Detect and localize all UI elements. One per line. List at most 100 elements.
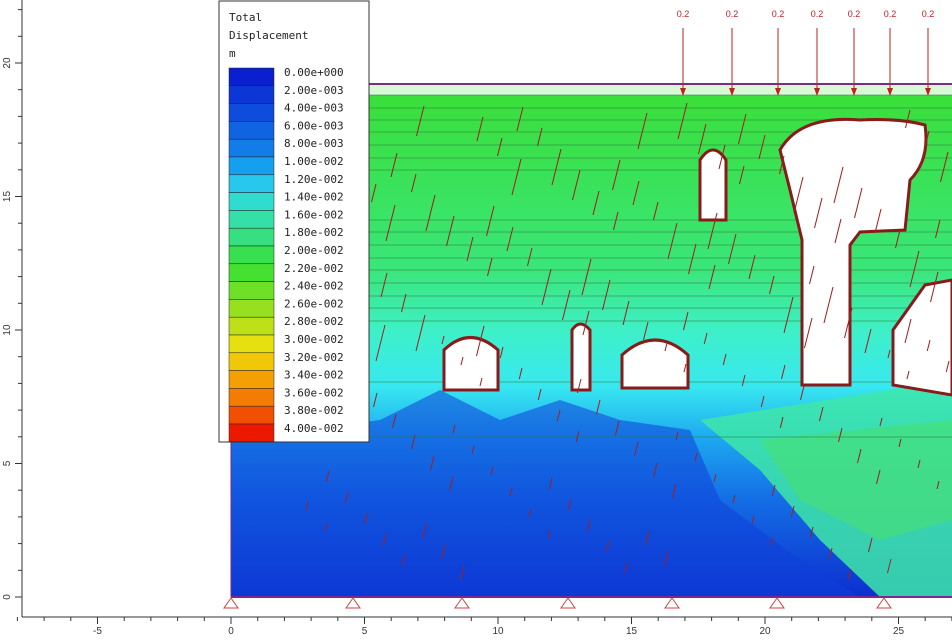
vector	[506, 226, 514, 252]
vector	[622, 300, 630, 326]
vector	[834, 218, 842, 244]
vector	[854, 187, 863, 219]
vector	[460, 565, 465, 581]
vector	[476, 116, 484, 142]
vector	[936, 480, 940, 490]
support	[454, 597, 470, 609]
vector	[449, 476, 454, 492]
load-head	[775, 88, 781, 96]
legend-label: 1.00e-002	[284, 155, 344, 168]
vector	[906, 370, 910, 380]
vector	[411, 434, 416, 450]
x-tick-label: 0	[228, 626, 234, 637]
vector	[632, 180, 640, 206]
load-head	[814, 88, 820, 96]
vector	[586, 519, 591, 532]
load-head	[925, 88, 931, 96]
vector	[537, 388, 542, 401]
vector	[879, 417, 883, 427]
vector	[382, 533, 387, 546]
load-label: 0.2	[726, 9, 739, 19]
vector	[380, 272, 388, 298]
vector	[760, 395, 765, 408]
vector	[324, 522, 328, 532]
vector	[422, 523, 427, 539]
openings	[442, 117, 952, 397]
vector	[887, 558, 892, 574]
vector	[416, 105, 425, 137]
legend-swatch	[228, 370, 275, 389]
vector	[411, 173, 417, 193]
load-label: 0.2	[884, 9, 897, 19]
legend-label: 3.20e-002	[284, 351, 344, 364]
loads: 0.2 0.2 0.2 0.2 0.2 0.2 0.2	[677, 9, 934, 96]
x-tick-label: 5	[362, 626, 368, 637]
vector	[487, 257, 493, 277]
y-tick-label: 15	[2, 191, 13, 203]
legend-swatch	[228, 423, 275, 443]
vector	[904, 318, 912, 344]
vector	[592, 190, 600, 216]
vector	[809, 265, 815, 285]
vector	[425, 194, 436, 232]
x-tick-label: 20	[759, 626, 771, 637]
vector	[769, 275, 775, 295]
vector	[541, 268, 552, 306]
vector	[430, 455, 435, 471]
vector	[876, 469, 881, 485]
vector	[305, 501, 309, 511]
load-head	[729, 88, 735, 96]
vector	[707, 212, 718, 250]
vector	[441, 544, 446, 560]
vector	[672, 483, 677, 499]
vector	[375, 324, 386, 362]
vector	[857, 448, 862, 464]
vector	[452, 424, 456, 434]
legend-swatch	[228, 192, 275, 211]
legend-label: 4.00e-002	[284, 422, 344, 435]
vector	[809, 526, 814, 539]
vector	[683, 363, 687, 373]
vector	[864, 328, 872, 354]
support	[876, 597, 892, 609]
vector	[793, 176, 804, 214]
vector	[516, 106, 524, 132]
vector	[401, 554, 406, 567]
vector	[479, 377, 483, 387]
load-label: 0.2	[848, 9, 861, 19]
legend-swatch	[228, 121, 275, 140]
vector	[476, 325, 485, 357]
legend-swatch	[228, 174, 275, 193]
legend-title: Total	[229, 11, 262, 24]
legend-label: 1.60e-002	[284, 208, 344, 221]
vector	[741, 374, 746, 387]
vector	[325, 470, 330, 483]
vector	[781, 364, 786, 380]
vector	[344, 491, 349, 504]
vector	[518, 367, 523, 380]
y-tick-label: 20	[2, 57, 13, 69]
vector	[575, 430, 580, 443]
legend-label: 1.40e-002	[284, 191, 344, 204]
vector	[537, 127, 543, 147]
vector	[602, 279, 611, 311]
vector	[460, 356, 464, 366]
legend-swatch	[228, 299, 275, 318]
vector	[833, 166, 844, 204]
vector	[694, 452, 698, 462]
load-label: 0.2	[811, 9, 824, 19]
load-head	[851, 88, 857, 96]
vector	[804, 317, 813, 349]
vector	[783, 296, 794, 334]
legend-label: 4.00e-003	[284, 102, 344, 115]
vector	[371, 183, 377, 203]
x-tick-label: -5	[93, 626, 102, 637]
vector	[581, 258, 592, 296]
vector	[548, 477, 553, 490]
vector	[653, 462, 658, 478]
vector	[547, 529, 551, 539]
vector	[624, 561, 629, 574]
vector	[905, 109, 911, 129]
vector	[779, 416, 784, 429]
